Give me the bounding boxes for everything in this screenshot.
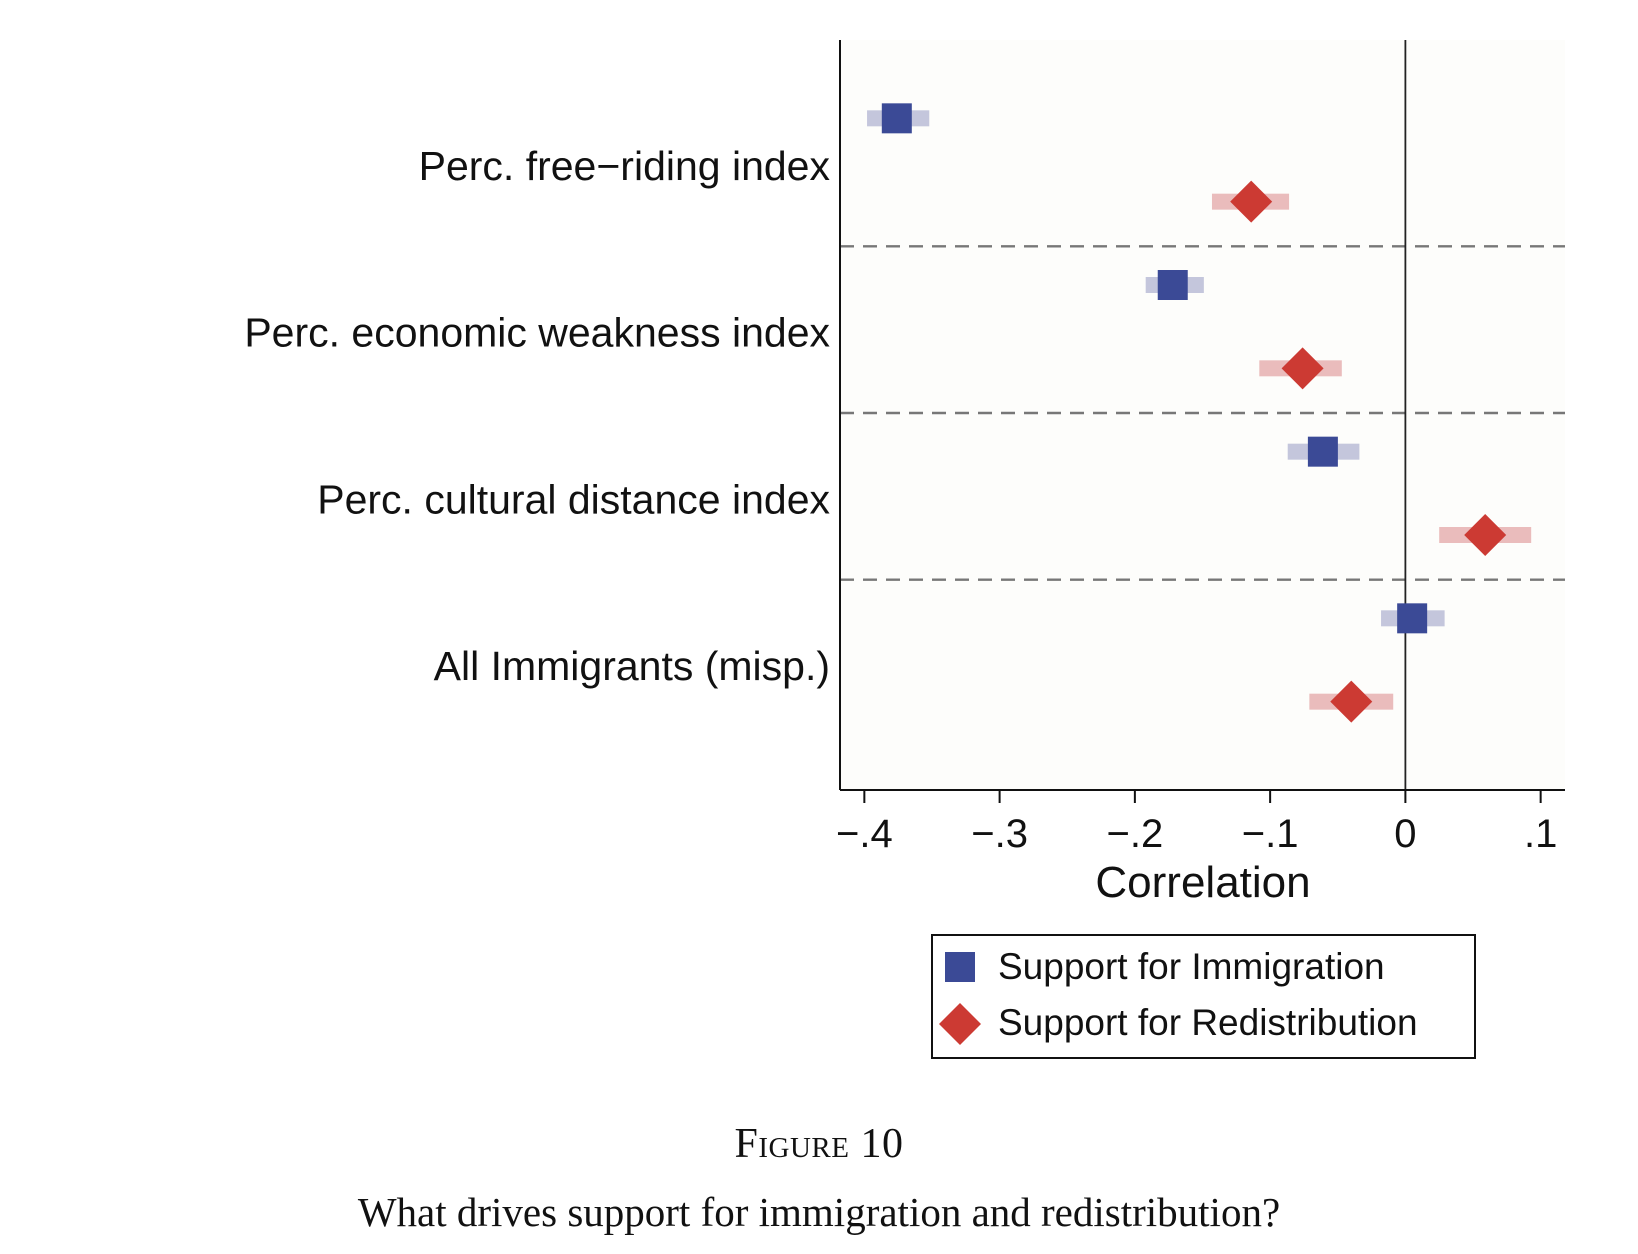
redistribution-point bbox=[1330, 680, 1373, 723]
x-tick-label: −.2 bbox=[1107, 812, 1164, 856]
redistribution-point bbox=[1464, 514, 1507, 556]
category-label: All Immigrants (misp.) bbox=[434, 643, 830, 689]
legend-redistribution-swatch bbox=[939, 1003, 981, 1045]
x-axis-ticks: −.4 −.3 −.2 −.1 0 .1 bbox=[836, 790, 1557, 856]
immigration-point bbox=[1397, 603, 1428, 634]
legend: Support for Immigration Support for Redi… bbox=[931, 934, 1476, 1059]
immigration-point bbox=[881, 103, 912, 134]
coefficient-plot: −.4 −.3 −.2 −.1 0.1 Perc. free−riding indexP… bbox=[244, 40, 1565, 1059]
immigration-point bbox=[1307, 436, 1338, 467]
category-label: Perc. free−riding index bbox=[419, 143, 831, 189]
x-tick-label: −.4 bbox=[836, 812, 893, 856]
redistribution-point bbox=[1281, 347, 1324, 390]
legend-immigration-label: Support for Immigration bbox=[998, 946, 1385, 987]
legend-immigration-swatch bbox=[945, 952, 975, 982]
redistribution-point bbox=[1230, 180, 1273, 223]
category-label: Perc. economic weakness index bbox=[244, 310, 830, 356]
legend-box bbox=[931, 934, 1476, 1059]
group-separators bbox=[840, 245, 1565, 581]
x-tick-label: 0 bbox=[1394, 812, 1416, 856]
category-label: Perc. cultural distance index bbox=[317, 476, 830, 522]
x-tick-label: −.3 bbox=[971, 812, 1028, 856]
x-axis-label: Correlation bbox=[1095, 858, 1310, 907]
x-tick-label: .1 bbox=[1524, 812, 1557, 856]
legend-redistribution-label: Support for Redistribution bbox=[998, 1002, 1418, 1043]
figure-label: Figure 10 bbox=[734, 1121, 904, 1167]
category-labels: Perc. free−riding index Perc. economic we… bbox=[244, 143, 830, 689]
x-tick-label: −.1 bbox=[1242, 812, 1299, 856]
plot-background bbox=[840, 40, 1565, 790]
immigration-point bbox=[1157, 270, 1188, 300]
figure-title: What drives support for immigration and … bbox=[357, 1189, 1281, 1235]
series-marks bbox=[867, 103, 1532, 723]
